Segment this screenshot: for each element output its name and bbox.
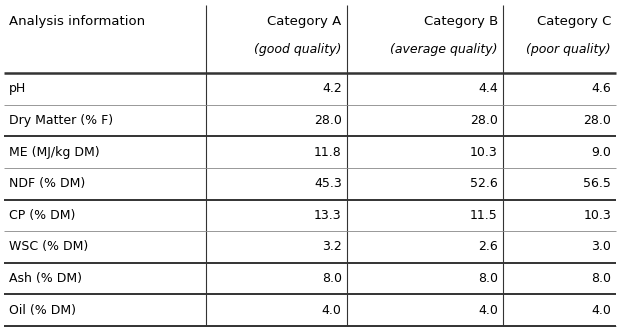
Text: 28.0: 28.0	[470, 114, 498, 127]
Text: 45.3: 45.3	[314, 177, 342, 190]
Text: (average quality): (average quality)	[390, 43, 498, 56]
Text: 9.0: 9.0	[591, 146, 611, 158]
Text: 10.3: 10.3	[583, 209, 611, 222]
Text: CP (% DM): CP (% DM)	[9, 209, 76, 222]
Text: Ash (% DM): Ash (% DM)	[9, 272, 82, 285]
Text: pH: pH	[9, 82, 26, 95]
Text: (good quality): (good quality)	[254, 43, 342, 56]
Text: 52.6: 52.6	[470, 177, 498, 190]
Text: 13.3: 13.3	[314, 209, 342, 222]
Text: 8.0: 8.0	[478, 272, 498, 285]
Text: Category C: Category C	[537, 15, 611, 28]
Text: 3.0: 3.0	[591, 241, 611, 253]
Text: 4.0: 4.0	[591, 304, 611, 317]
Text: Oil (% DM): Oil (% DM)	[9, 304, 76, 317]
Text: 8.0: 8.0	[591, 272, 611, 285]
Text: 28.0: 28.0	[314, 114, 342, 127]
Text: WSC (% DM): WSC (% DM)	[9, 241, 88, 253]
Text: 4.0: 4.0	[322, 304, 342, 317]
Text: 8.0: 8.0	[322, 272, 342, 285]
Text: Dry Matter (% F): Dry Matter (% F)	[9, 114, 113, 127]
Text: Analysis information: Analysis information	[9, 15, 145, 28]
Text: 10.3: 10.3	[470, 146, 498, 158]
Text: 11.8: 11.8	[314, 146, 342, 158]
Text: 4.6: 4.6	[591, 82, 611, 95]
Text: (poor quality): (poor quality)	[526, 43, 611, 56]
Text: ME (MJ/kg DM): ME (MJ/kg DM)	[9, 146, 100, 158]
Text: 28.0: 28.0	[583, 114, 611, 127]
Text: 4.0: 4.0	[478, 304, 498, 317]
Text: 11.5: 11.5	[470, 209, 498, 222]
Text: 3.2: 3.2	[322, 241, 342, 253]
Text: 4.2: 4.2	[322, 82, 342, 95]
Text: Category B: Category B	[423, 15, 498, 28]
Text: 56.5: 56.5	[583, 177, 611, 190]
Text: Category A: Category A	[267, 15, 342, 28]
Text: 2.6: 2.6	[478, 241, 498, 253]
Text: 4.4: 4.4	[478, 82, 498, 95]
Text: NDF (% DM): NDF (% DM)	[9, 177, 86, 190]
